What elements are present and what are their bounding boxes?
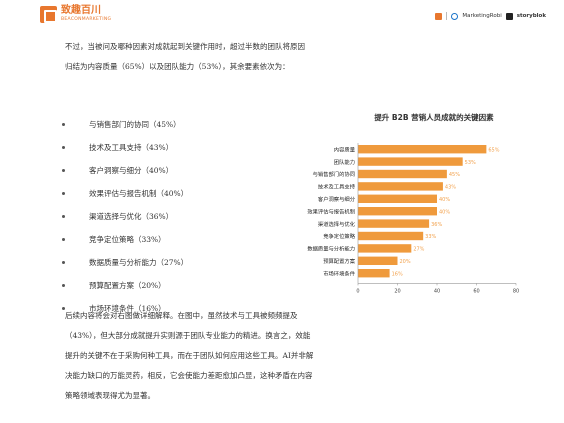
bar xyxy=(358,157,463,166)
partner-storyblok: storyblok xyxy=(516,13,546,19)
bar xyxy=(358,182,443,191)
list-item-text: 客户洞察与细分（40%） xyxy=(89,166,174,175)
data-label: 27% xyxy=(413,247,424,253)
list-item: 效果评估与报告机制（40%） xyxy=(62,182,188,205)
x-tick-label: 60 xyxy=(473,288,479,294)
x-tick-label: 20 xyxy=(394,288,400,294)
bar xyxy=(358,207,437,216)
category-label: 效果评估与报告机制 xyxy=(307,207,355,215)
bar xyxy=(358,219,430,228)
bullet-icon xyxy=(62,169,65,172)
bar xyxy=(358,194,437,203)
x-tick-label: 40 xyxy=(434,288,440,294)
bar xyxy=(358,231,424,241)
list-item-text: 数据质量与分析能力（27%） xyxy=(89,258,189,267)
brand-logo-icon xyxy=(40,6,57,23)
x-tick-label: 80 xyxy=(513,288,519,294)
list-item: 数据质量与分析能力（27%） xyxy=(62,251,188,274)
bullet-icon xyxy=(62,123,65,126)
factor-list: 与销售部门的协同（45%） 技术及工具支持（43%） 客户洞察与细分（40%） … xyxy=(62,113,188,320)
list-item: 技术及工具支持（43%） xyxy=(62,136,188,159)
bar xyxy=(358,145,487,154)
bullet-icon xyxy=(62,284,65,287)
partner-logo-icon xyxy=(435,12,443,20)
category-label: 内容质量 xyxy=(334,145,356,153)
partner-logos: MarketingRobi storyblok xyxy=(435,12,546,20)
category-label: 预算配置方案 xyxy=(323,257,355,265)
bullet-icon xyxy=(62,238,65,241)
category-label: 与销售部门的协同 xyxy=(313,170,355,178)
brand-name-cn: 致趣百川 xyxy=(61,5,101,17)
data-label: 33% xyxy=(425,234,436,240)
list-item-text: 竞争定位策略（33%） xyxy=(89,235,166,244)
list-item-text: 渠道选择与优化（36%） xyxy=(89,212,174,221)
category-label: 渠道选择与优化 xyxy=(318,220,356,228)
bullet-icon xyxy=(62,307,65,310)
bar xyxy=(358,269,390,278)
list-item: 竞争定位策略（33%） xyxy=(62,228,188,251)
x-tick-label: 0 xyxy=(356,288,359,294)
bullet-icon xyxy=(62,261,65,264)
list-item-text: 技术及工具支持（43%） xyxy=(89,143,174,152)
divider xyxy=(446,12,448,20)
bullet-icon xyxy=(62,146,65,149)
bar xyxy=(358,169,447,179)
data-label: 40% xyxy=(439,197,450,203)
list-item: 市场环境条件（16%） xyxy=(62,297,188,320)
list-item: 渠道选择与优化（36%） xyxy=(62,205,188,228)
data-label: 16% xyxy=(392,271,403,277)
brand-logo: 致趣百川 BEACONMARKETING xyxy=(40,6,111,23)
category-label: 技术及工具支持 xyxy=(318,183,356,191)
list-item-text: 与销售部门的协同（45%） xyxy=(89,120,181,129)
data-label: 53% xyxy=(465,160,476,166)
bullet-icon xyxy=(62,192,65,195)
data-label: 20% xyxy=(400,259,411,265)
intro-paragraph: 不过，当被问及哪种因素对成就起到关键作用时，超过半数的团队将原因归结为内容质量（… xyxy=(65,42,305,71)
category-label: 客户洞察与细分 xyxy=(318,195,356,203)
data-label: 36% xyxy=(431,222,442,228)
bar xyxy=(358,256,398,265)
chart-title: 提升 B2B 营销人员成就的关键因素 xyxy=(374,113,494,122)
data-label: 65% xyxy=(488,147,499,153)
list-item: 预算配置方案（20%） xyxy=(62,274,188,297)
data-label: 43% xyxy=(445,185,456,191)
data-label: 40% xyxy=(439,209,450,215)
list-item-text: 效果评估与报告机制（40%） xyxy=(89,189,189,198)
bar xyxy=(358,244,412,253)
storyblok-icon xyxy=(505,12,513,20)
marketingrobi-icon xyxy=(451,12,459,20)
list-item: 客户洞察与细分（40%） xyxy=(62,159,188,182)
brand-name-en: BEACONMARKETING xyxy=(61,17,112,23)
list-item: 与销售部门的协同（45%） xyxy=(62,113,188,136)
partner-marketingrobi: MarketingRobi xyxy=(462,13,502,19)
bullet-icon xyxy=(62,215,65,218)
category-label: 数据质量与分析能力 xyxy=(307,245,355,253)
data-label: 45% xyxy=(449,172,460,178)
category-label: 市场环境条件 xyxy=(323,269,355,277)
category-label: 竞争定位策略 xyxy=(323,232,355,240)
outro-paragraph: 后续内容将会对右图做详细解释。在图中，虽然技术与工具被频频提及（43%），但大部… xyxy=(65,311,314,400)
category-label: 团队能力 xyxy=(334,158,355,166)
list-item-text: 预算配置方案（20%） xyxy=(89,281,166,290)
list-item-text: 市场环境条件（16%） xyxy=(89,304,166,313)
